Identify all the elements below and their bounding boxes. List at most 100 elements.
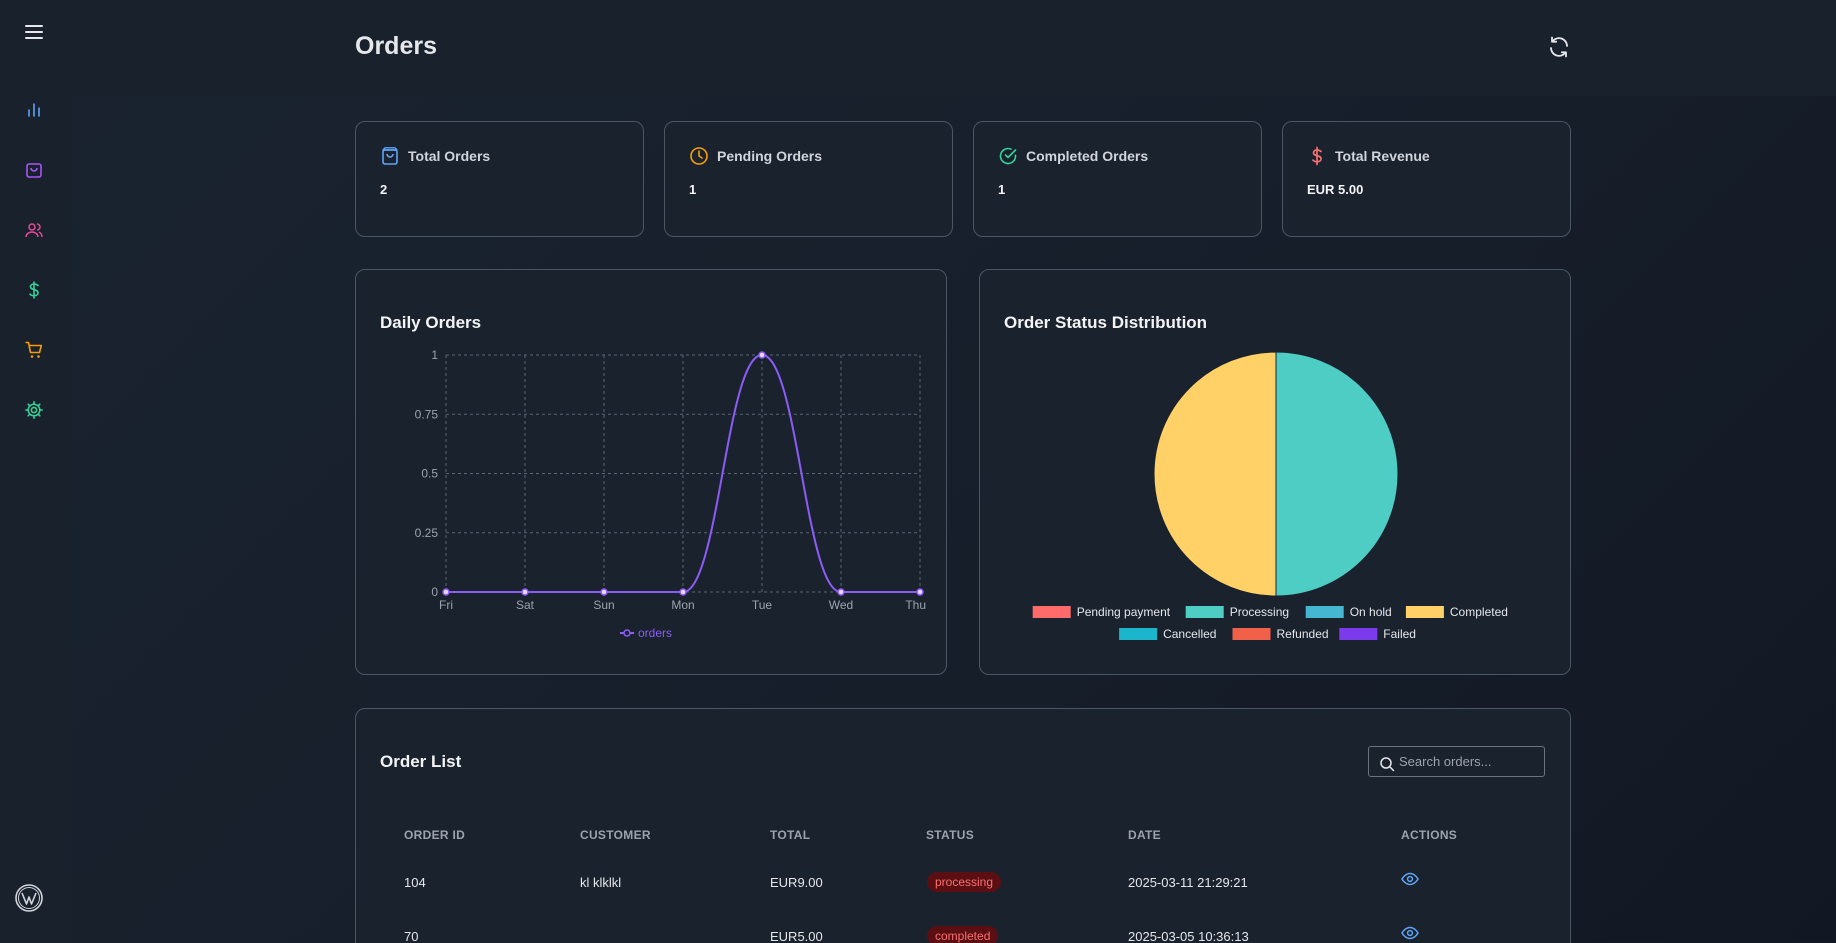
order-status-chart: Pending payment Processing On hold Complete… — [1032, 351, 1508, 641]
shopping-bag-icon — [382, 147, 398, 165]
menu-toggle-button[interactable] — [14, 12, 54, 52]
legend-label: On hold — [1350, 605, 1392, 619]
view-order-button[interactable] — [1401, 924, 1421, 943]
data-point[interactable] — [679, 588, 687, 596]
clock-icon — [690, 147, 708, 165]
orders-series-line — [446, 353, 920, 593]
column-header-customer[interactable]: CUSTOMER — [580, 828, 651, 842]
x-tick-label: Fri — [439, 598, 453, 612]
refresh-button[interactable] — [1544, 32, 1574, 62]
stat-card-total-revenue: Total Revenue EUR 5.00 — [1282, 121, 1571, 237]
search-icon — [1380, 757, 1395, 772]
users-icon — [25, 223, 43, 238]
sidebar-item-customers[interactable] — [14, 210, 54, 250]
view-order-button[interactable] — [1401, 870, 1421, 890]
legend-label: Pending payment — [1077, 605, 1171, 619]
legend-item-completed[interactable]: Completed — [1405, 605, 1508, 619]
search-input[interactable] — [1399, 747, 1539, 776]
order-status-card: Order Status Distribution Pending paymen… — [979, 269, 1571, 675]
sidebar — [0, 0, 72, 943]
data-point[interactable] — [600, 588, 608, 596]
legend-item-pending-payment[interactable]: Pending payment — [1032, 605, 1171, 619]
stat-value: 1 — [689, 182, 697, 197]
legend-label: Failed — [1383, 627, 1416, 641]
sidebar-item-orders[interactable] — [14, 150, 54, 190]
date-cell: 2025-03-11 21:29:21 — [1128, 875, 1248, 890]
stat-label: Total Orders — [408, 148, 491, 164]
data-point[interactable] — [837, 588, 845, 596]
y-tick-label: 1 — [431, 348, 438, 362]
y-tick-label: 0.75 — [415, 407, 439, 421]
total-cell: EUR9.00 — [770, 875, 823, 890]
order-list-card: Order List — [355, 708, 1571, 943]
legend-label: Cancelled — [1163, 627, 1216, 641]
pie-slice-processing[interactable] — [1275, 351, 1399, 597]
sidebar-item-cart[interactable] — [14, 330, 54, 370]
legend-label-orders: orders — [638, 626, 672, 640]
legend-item-on-hold[interactable]: On hold — [1305, 605, 1392, 619]
data-point[interactable] — [521, 588, 529, 596]
wordpress-icon — [15, 884, 43, 912]
data-point[interactable] — [916, 588, 924, 596]
search-box — [1368, 746, 1545, 777]
daily-orders-title: Daily Orders — [380, 313, 482, 332]
stat-label: Total Revenue — [1335, 148, 1430, 164]
wordpress-logo-button[interactable] — [9, 878, 49, 918]
column-header-total[interactable]: TOTAL — [770, 828, 811, 842]
x-tick-label: Wed — [829, 598, 853, 612]
sidebar-item-analytics[interactable] — [14, 90, 54, 130]
stat-label: Completed Orders — [1026, 148, 1149, 164]
legend-label: Refunded — [1277, 627, 1329, 641]
legend-swatch — [1232, 628, 1271, 640]
legend-item-processing[interactable]: Processing — [1185, 605, 1289, 619]
date-cell: 2025-03-05 10:36:13 — [1128, 929, 1249, 943]
legend-item-failed[interactable]: Failed — [1339, 627, 1416, 641]
sidebar-item-revenue[interactable] — [14, 270, 54, 310]
stat-value: 1 — [998, 182, 1006, 197]
y-tick-label: 0.25 — [415, 526, 439, 540]
x-tick-label: Thu — [905, 598, 926, 612]
dollar-icon — [1312, 146, 1322, 166]
check-circle-icon — [999, 147, 1017, 165]
order-list-title: Order List — [380, 752, 462, 771]
column-header-status[interactable]: STATUS — [926, 828, 975, 842]
hamburger-icon — [25, 25, 43, 39]
order-id-cell: 70 — [404, 929, 419, 943]
column-header-order-id[interactable]: ORDER ID — [404, 828, 466, 842]
y-tick-label: 0.5 — [421, 467, 438, 481]
daily-orders-chart: 0 0.25 0.5 0.75 1 Fri Sat Sun Mon Tue Wed Thu orde… — [415, 348, 926, 640]
dollar-icon — [29, 281, 39, 299]
legend-label: Processing — [1230, 605, 1289, 619]
legend-swatch — [1032, 606, 1071, 618]
stat-card-total-orders: Total Orders 2 — [355, 121, 644, 237]
x-tick-label: Mon — [671, 598, 694, 612]
stat-value: 2 — [380, 182, 388, 197]
x-tick-label: Tue — [752, 598, 773, 612]
data-point[interactable] — [758, 351, 766, 359]
top-bar — [72, 0, 1836, 96]
sidebar-item-settings[interactable] — [14, 390, 54, 430]
legend-item-refunded[interactable]: Refunded — [1232, 627, 1329, 641]
column-header-date[interactable]: DATE — [1128, 828, 1161, 842]
shopping-bag-icon — [26, 163, 42, 178]
status-badge: processing — [927, 872, 1002, 892]
legend-label: Completed — [1450, 605, 1508, 619]
cart-icon — [25, 341, 43, 358]
total-cell: EUR5.00 — [770, 929, 823, 943]
stat-value: EUR 5.00 — [1307, 182, 1364, 197]
legend-swatch — [1339, 628, 1378, 640]
data-point[interactable] — [442, 588, 450, 596]
gear-icon — [25, 401, 43, 419]
eye-icon — [1401, 926, 1419, 940]
customer-cell: kl klklkl — [580, 875, 622, 890]
page-title: Orders — [355, 32, 437, 60]
x-tick-label: Sun — [593, 598, 614, 612]
pie-slice-completed[interactable] — [1153, 351, 1277, 597]
refresh-icon — [1550, 36, 1568, 58]
stat-card-pending-orders: Pending Orders 1 — [664, 121, 953, 237]
chart-legend[interactable]: orders — [620, 626, 672, 640]
legend-swatch — [1119, 628, 1158, 640]
legend-item-cancelled[interactable]: Cancelled — [1119, 627, 1216, 641]
stat-card-completed-orders: Completed Orders 1 — [973, 121, 1262, 237]
column-header-actions: ACTIONS — [1401, 828, 1458, 842]
